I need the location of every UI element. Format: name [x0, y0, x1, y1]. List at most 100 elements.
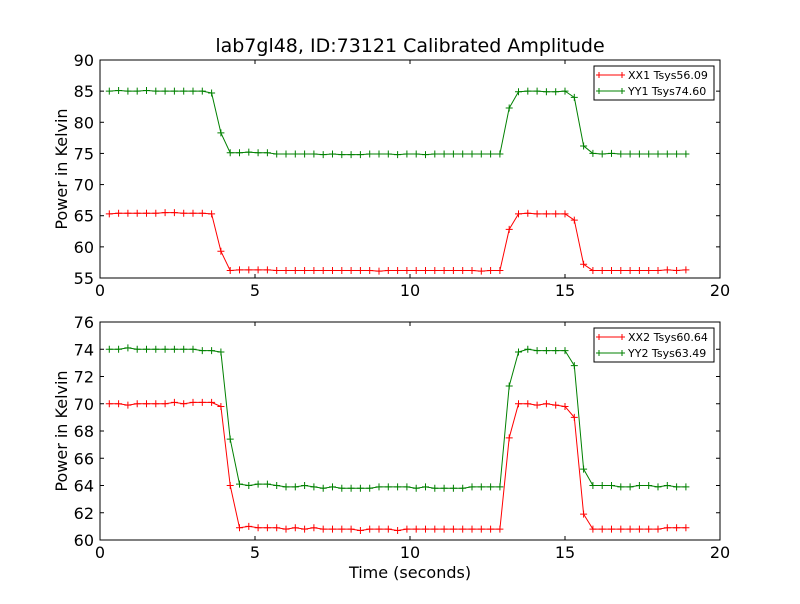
data-point: [598, 482, 606, 489]
data-point: [524, 209, 532, 217]
data-point: [440, 525, 448, 533]
data-point: [459, 525, 467, 533]
data-point: [449, 484, 457, 492]
data-point: [412, 150, 420, 158]
data-point: [384, 150, 392, 158]
data-point: [431, 484, 439, 492]
plot-area: [105, 344, 690, 534]
data-point: [626, 525, 634, 533]
data-point: [105, 345, 113, 353]
data-point: [570, 362, 578, 370]
data-point: [170, 87, 178, 95]
data-point: [254, 480, 262, 488]
legend-label: XX1 Tsys56.09: [628, 69, 708, 82]
data-point: [245, 482, 253, 489]
data-point: [524, 345, 532, 353]
data-point: [338, 525, 346, 533]
y-tick-label: 68: [74, 422, 94, 441]
data-point: [496, 483, 504, 491]
data-point: [226, 149, 234, 157]
data-point: [440, 484, 448, 492]
legend-label: YY2 Tsys63.49: [627, 347, 706, 360]
data-point: [431, 525, 439, 533]
data-point: [645, 482, 653, 489]
data-point: [598, 525, 606, 533]
legend-label: YY1 Tsys74.60: [627, 85, 706, 98]
data-point: [254, 524, 262, 532]
data-point: [580, 465, 588, 473]
data-point: [198, 398, 206, 406]
y-tick-label: 80: [74, 113, 94, 132]
data-point: [645, 150, 653, 158]
data-point: [394, 483, 402, 491]
data-point: [542, 400, 550, 408]
data-point: [589, 149, 597, 157]
data-point: [356, 526, 364, 534]
data-point: [133, 209, 141, 217]
data-point: [319, 484, 327, 492]
data-point: [487, 150, 495, 158]
data-point: [226, 267, 234, 275]
data-point: [263, 149, 271, 157]
data-point: [552, 210, 560, 218]
data-point: [496, 150, 504, 158]
x-tick-label: 5: [250, 543, 260, 562]
data-point: [515, 210, 522, 218]
y-tick-label: 65: [74, 207, 94, 226]
data-point: [542, 347, 550, 355]
data-point: [412, 525, 420, 533]
data-point: [515, 88, 522, 96]
data-point: [254, 149, 262, 157]
data-point: [403, 483, 411, 491]
data-point: [180, 87, 188, 95]
data-point: [347, 525, 355, 533]
data-point: [273, 524, 281, 532]
data-point: [654, 483, 662, 491]
y-tick-label: 66: [74, 449, 94, 468]
data-point: [570, 413, 578, 421]
legend-swatch-marker: [596, 88, 602, 94]
y-tick-label: 70: [74, 395, 94, 414]
data-point: [663, 482, 671, 489]
data-point: [236, 266, 243, 274]
data-point: [459, 484, 467, 492]
data-point: [189, 345, 197, 353]
data-point: [468, 150, 476, 158]
data-point: [412, 484, 420, 492]
data-point: [384, 483, 392, 491]
data-point: [133, 345, 141, 353]
data-point: [682, 524, 690, 532]
data-point: [338, 151, 346, 159]
data-point: [375, 483, 383, 491]
y-tick-label: 75: [74, 144, 94, 163]
data-point: [468, 267, 476, 275]
data-point: [143, 400, 150, 408]
x-tick-label: 15: [555, 543, 575, 562]
data-point: [152, 400, 160, 408]
data-point: [384, 525, 392, 533]
data-point: [673, 150, 681, 158]
data-point: [105, 400, 113, 408]
data-point: [468, 483, 476, 491]
data-point: [124, 401, 132, 409]
data-point: [310, 483, 318, 491]
data-point: [449, 150, 457, 158]
legend-swatch-marker: [619, 350, 625, 356]
data-point: [310, 267, 318, 275]
data-point: [198, 209, 206, 217]
data-point: [282, 483, 290, 491]
data-point: [533, 401, 541, 409]
data-point: [422, 525, 429, 533]
data-point: [291, 483, 299, 491]
data-point: [524, 87, 532, 95]
data-point: [263, 524, 271, 532]
data-point: [180, 345, 188, 353]
data-point: [608, 525, 615, 533]
data-point: [394, 267, 402, 275]
data-point: [319, 267, 327, 275]
legend-swatch-marker: [596, 72, 602, 78]
data-point: [282, 150, 290, 158]
data-point: [217, 247, 225, 255]
legend-swatch-marker: [596, 334, 602, 340]
data-point: [282, 525, 290, 533]
